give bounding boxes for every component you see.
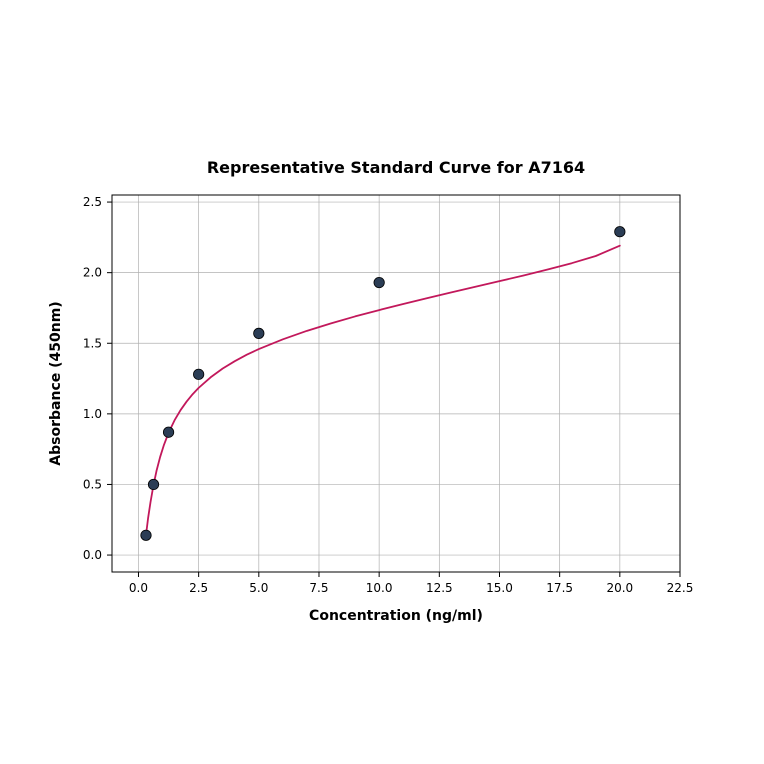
x-tick-label: 7.5 <box>309 581 328 595</box>
x-tick-label: 20.0 <box>606 581 633 595</box>
data-point <box>374 277 384 287</box>
data-point <box>254 328 264 338</box>
x-ticks: 0.0 2.5 5.0 7.5 10.0 12.5 15.0 17.5 20.0 22.5 <box>129 572 693 595</box>
x-tick-label: 2.5 <box>189 581 208 595</box>
y-tick-label: 2.0 <box>83 266 102 280</box>
data-point <box>615 227 625 237</box>
x-tick-label: 5.0 <box>249 581 268 595</box>
data-point <box>148 479 158 489</box>
x-tick-label: 15.0 <box>486 581 513 595</box>
y-tick-label: 1.0 <box>83 407 102 421</box>
y-tick-label: 1.5 <box>83 336 102 350</box>
plot-background <box>112 195 680 572</box>
x-tick-label: 17.5 <box>546 581 573 595</box>
y-tick-label: 0.5 <box>83 477 102 491</box>
y-axis-label: Absorbance (450nm) <box>48 301 64 465</box>
data-point <box>141 530 151 540</box>
chart-title: Representative Standard Curve for A7164 <box>207 158 585 177</box>
data-point <box>163 427 173 437</box>
x-tick-label: 10.0 <box>366 581 393 595</box>
x-tick-label: 0.0 <box>129 581 148 595</box>
y-tick-label: 0.0 <box>83 548 102 562</box>
chart-container: 0.0 2.5 5.0 7.5 10.0 12.5 15.0 17.5 20.0 22.5 0.0… <box>0 0 764 764</box>
data-point <box>193 369 203 379</box>
x-tick-label: 12.5 <box>426 581 453 595</box>
y-tick-label: 2.5 <box>83 195 102 209</box>
y-ticks: 0.0 0.5 1.0 1.5 2.0 2.5 <box>83 195 112 562</box>
x-axis-label: Concentration (ng/ml) <box>309 608 483 624</box>
x-tick-label: 22.5 <box>667 581 694 595</box>
standard-curve-chart: 0.0 2.5 5.0 7.5 10.0 12.5 15.0 17.5 20.0 22.5 0.0… <box>0 0 764 764</box>
